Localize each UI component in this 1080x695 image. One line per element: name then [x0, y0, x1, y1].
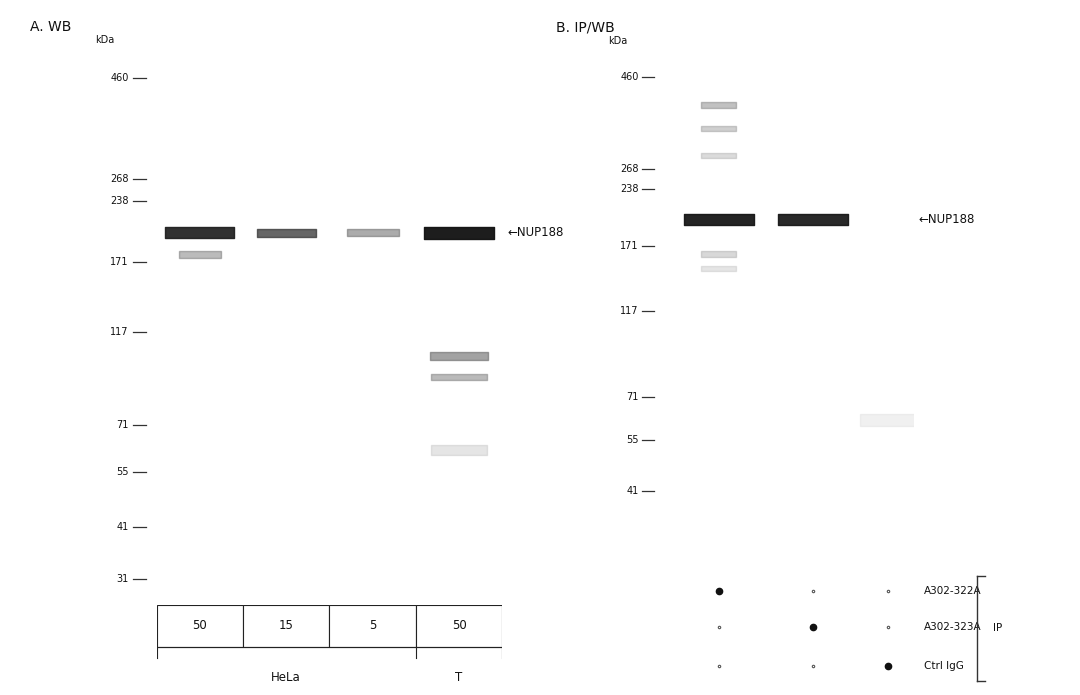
Text: IP: IP: [994, 623, 1002, 633]
Text: 238: 238: [110, 195, 129, 206]
Text: HeLa: HeLa: [271, 671, 301, 684]
Text: 460: 460: [110, 74, 129, 83]
Text: T: T: [456, 671, 462, 684]
Text: 15: 15: [279, 619, 294, 632]
Text: 171: 171: [110, 257, 129, 267]
Bar: [157, 605, 243, 646]
Text: 5: 5: [369, 619, 376, 632]
Text: A302-322A: A302-322A: [924, 586, 982, 596]
Text: 71: 71: [117, 420, 129, 430]
Text: kDa: kDa: [95, 35, 114, 44]
Text: 117: 117: [110, 327, 129, 337]
Text: 31: 31: [117, 574, 129, 584]
Text: ←NUP188: ←NUP188: [918, 213, 974, 226]
Text: 41: 41: [117, 522, 129, 532]
Text: ←NUP188: ←NUP188: [508, 227, 564, 239]
Text: 460: 460: [620, 72, 638, 81]
Text: 268: 268: [110, 174, 129, 183]
Text: 171: 171: [620, 241, 638, 251]
Text: 55: 55: [117, 468, 129, 477]
Bar: [243, 605, 329, 646]
Text: 117: 117: [620, 306, 638, 316]
Text: 50: 50: [192, 619, 207, 632]
Bar: [329, 605, 416, 646]
Text: A. WB: A. WB: [30, 20, 71, 34]
Bar: [416, 605, 502, 646]
Text: 71: 71: [626, 392, 638, 402]
Text: 268: 268: [620, 164, 638, 174]
Text: 50: 50: [451, 619, 467, 632]
Text: B. IP/WB: B. IP/WB: [556, 20, 615, 34]
Text: A302-323A: A302-323A: [924, 622, 982, 632]
Text: 55: 55: [626, 435, 638, 445]
Text: 238: 238: [620, 184, 638, 195]
Text: 41: 41: [626, 486, 638, 496]
Text: Ctrl IgG: Ctrl IgG: [924, 661, 964, 671]
Text: kDa: kDa: [608, 35, 627, 46]
